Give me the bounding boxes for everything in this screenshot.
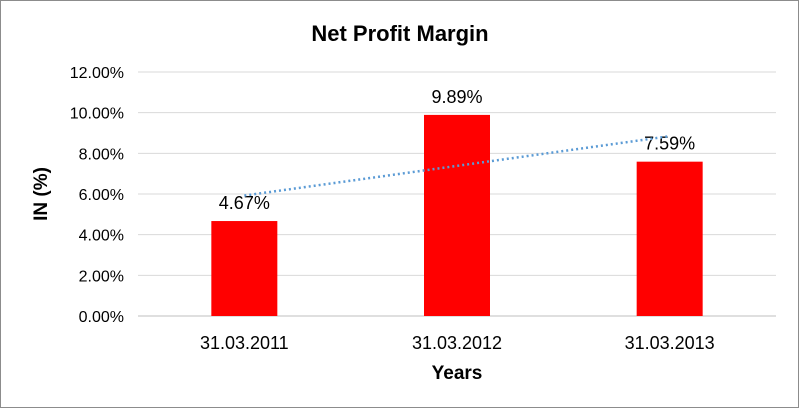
data-label: 7.59%	[644, 134, 695, 154]
bar	[636, 161, 703, 316]
y-axis-title: IN (%)	[31, 167, 52, 221]
y-tick-label: 12.00%	[70, 65, 124, 82]
y-tick-label: 4.00%	[79, 228, 124, 245]
trendline	[244, 134, 670, 197]
bar	[424, 114, 490, 316]
x-axis-title: Years	[432, 363, 483, 384]
x-tick-labels: 31.03.2011 31.03.2012 31.03.2013	[200, 333, 715, 353]
y-tick-labels: 0.00% 2.00% 4.00% 6.00% 8.00% 10.00% 12.00%	[70, 65, 124, 326]
x-tick-label: 31.03.2012	[412, 333, 502, 353]
y-tick-label: 10.00%	[70, 106, 124, 123]
y-tick-label: 8.00%	[79, 146, 124, 163]
data-label: 4.67%	[219, 193, 270, 213]
y-tick-label: 0.00%	[79, 309, 124, 326]
y-tick-label: 6.00%	[79, 187, 124, 204]
bar	[211, 221, 278, 316]
bars	[211, 114, 703, 316]
data-label: 9.89%	[431, 87, 482, 107]
x-tick-label: 31.03.2011	[200, 333, 289, 353]
x-tick-label: 31.03.2013	[625, 333, 715, 353]
y-tick-label: 2.00%	[79, 268, 124, 285]
chart-title: Net Profit Margin	[311, 21, 488, 46]
